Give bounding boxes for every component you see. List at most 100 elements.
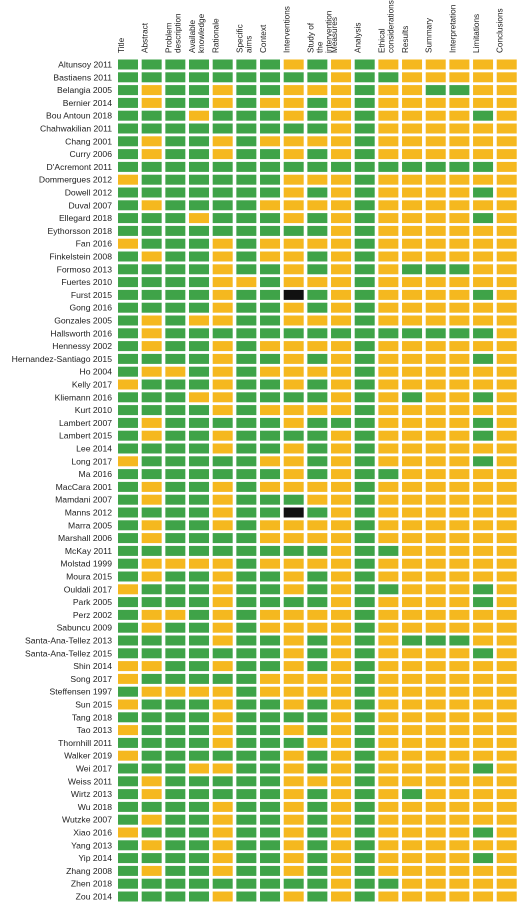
cell-green [354, 725, 375, 736]
cell-yellow [141, 520, 162, 531]
cell-yellow [331, 635, 352, 646]
cell-green [189, 545, 210, 556]
cell-yellow [141, 840, 162, 851]
cell-green [212, 545, 233, 556]
cell-yellow [496, 597, 517, 608]
column-label-line: Problem [164, 22, 173, 53]
cell-green [473, 213, 494, 224]
cell-green [141, 584, 162, 595]
cell-yellow [449, 763, 470, 774]
cell-yellow [473, 609, 494, 620]
cell-yellow [402, 417, 423, 428]
cell-yellow [449, 507, 470, 518]
cell-green [307, 353, 328, 364]
column-label-line: intervention [324, 10, 333, 53]
cell-green [165, 507, 186, 518]
column-label-line: Conclusions [496, 8, 505, 53]
cell-green [260, 85, 281, 96]
cell-green [189, 494, 210, 505]
cell-green [307, 149, 328, 160]
cell-yellow [331, 149, 352, 160]
cell-green [236, 251, 257, 262]
cell-yellow [425, 571, 446, 582]
cell-green [236, 430, 257, 441]
cell-yellow [473, 341, 494, 352]
cell-yellow [331, 878, 352, 889]
cell-green [354, 699, 375, 710]
cell-yellow [425, 648, 446, 659]
cell-green [473, 648, 494, 659]
cell-yellow [212, 725, 233, 736]
cell-yellow [402, 187, 423, 198]
cell-yellow [331, 712, 352, 723]
cell-yellow [283, 648, 304, 659]
cell-yellow [425, 584, 446, 595]
column-label-available-knowledge: Availableknowledge [188, 13, 206, 53]
cell-green [212, 469, 233, 480]
cell-green [165, 302, 186, 313]
cell-green [425, 161, 446, 172]
cell-green [331, 417, 352, 428]
row-label-marra-2005: Marra 2005 [68, 520, 112, 530]
cell-yellow [425, 213, 446, 224]
row-label-manns-2012: Manns 2012 [65, 508, 113, 518]
cell-yellow [307, 315, 328, 326]
row-label-moura-2015: Moura 2015 [66, 572, 112, 582]
cell-yellow [378, 264, 399, 275]
cell-green [260, 725, 281, 736]
cell-yellow [402, 251, 423, 262]
cell-yellow [212, 699, 233, 710]
row-label-weiss-2011: Weiss 2011 [68, 776, 112, 786]
cell-green [260, 353, 281, 364]
cell-green [354, 72, 375, 83]
cell-yellow [496, 289, 517, 300]
cell-yellow [496, 443, 517, 454]
cell-green [118, 686, 138, 697]
cell-green [378, 328, 399, 339]
cell-yellow [331, 264, 352, 275]
cell-green [354, 622, 375, 633]
cell-yellow [212, 341, 233, 352]
cell-green [141, 72, 162, 83]
cell-yellow [212, 891, 233, 902]
cell-yellow [449, 315, 470, 326]
cell-yellow [212, 379, 233, 390]
cell-green [141, 725, 162, 736]
cell-green [189, 801, 210, 812]
cell-yellow [402, 59, 423, 70]
cell-green [307, 289, 328, 300]
cell-green [236, 520, 257, 531]
cell-green [307, 443, 328, 454]
cell-green [236, 302, 257, 313]
cell-yellow [402, 814, 423, 825]
cell-yellow [260, 200, 281, 211]
cell-yellow [212, 661, 233, 672]
cell-green [307, 853, 328, 864]
cell-yellow [473, 725, 494, 736]
cell-yellow [449, 545, 470, 556]
row-label-fuertes-2010: Fuertes 2010 [61, 277, 112, 287]
cell-green [260, 123, 281, 134]
cell-yellow [402, 200, 423, 211]
row-label-dowell-2012: Dowell 2012 [65, 188, 113, 198]
cell-yellow [260, 558, 281, 569]
cell-green [236, 481, 257, 492]
cell-yellow [425, 776, 446, 787]
column-label-line: Summary [425, 17, 434, 53]
cell-yellow [449, 622, 470, 633]
cell-green [118, 840, 138, 851]
cell-green [354, 264, 375, 275]
cell-yellow [425, 545, 446, 556]
cell-green [260, 763, 281, 774]
row-label-gonzales-2005: Gonzales 2005 [54, 316, 112, 326]
cell-green [236, 456, 257, 467]
cell-yellow [449, 225, 470, 236]
cell-yellow [425, 750, 446, 761]
cell-green [283, 328, 304, 339]
cell-yellow [449, 609, 470, 620]
cell-yellow [260, 238, 281, 249]
cell-green [118, 712, 138, 723]
cell-yellow [425, 725, 446, 736]
cell-green [354, 763, 375, 774]
cell-green [165, 584, 186, 595]
